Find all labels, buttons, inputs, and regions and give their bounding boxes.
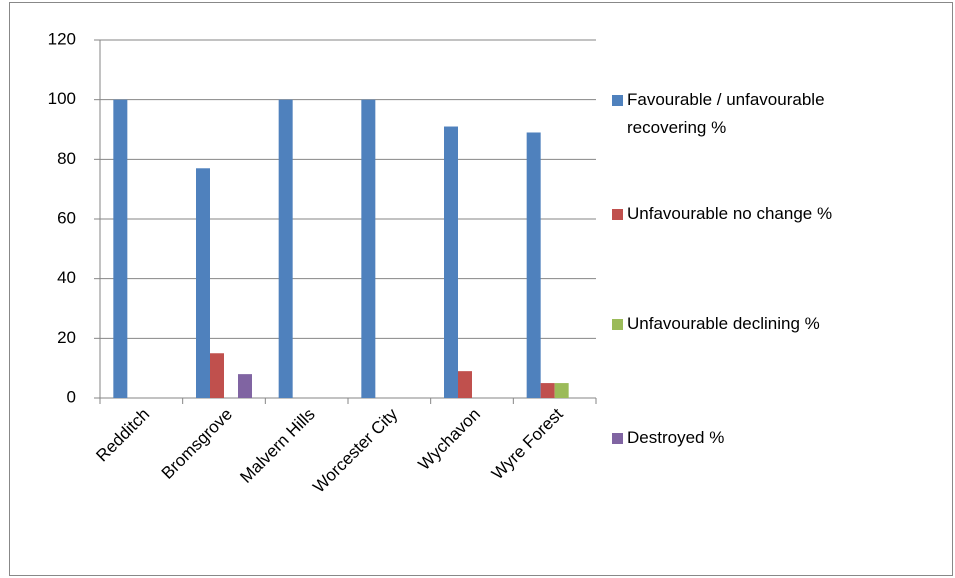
- legend-label: Unfavourable no change %: [627, 204, 833, 223]
- bar: [278, 99, 293, 399]
- bar: [113, 99, 128, 399]
- chart-border: [9, 2, 953, 576]
- bar: [196, 168, 210, 398]
- bar: [444, 126, 458, 399]
- bar: [238, 374, 252, 398]
- legend-swatch: [612, 209, 623, 220]
- bar: [526, 132, 541, 398]
- y-tick-label: 120: [48, 29, 76, 48]
- legend-item: Favourable / unfavourable recovering %: [612, 86, 942, 142]
- y-tick-label: 60: [57, 208, 76, 227]
- y-tick-label: 40: [57, 268, 76, 287]
- bar: [540, 383, 555, 398]
- bar: [554, 383, 569, 398]
- legend-item: Unfavourable declining %: [612, 310, 942, 338]
- y-tick-label: 100: [48, 89, 76, 108]
- bar: [458, 371, 472, 398]
- legend-item: Unfavourable no change %: [612, 200, 942, 228]
- legend-swatch: [612, 319, 623, 330]
- legend-swatch: [612, 95, 623, 106]
- legend-label: Unfavourable declining %: [627, 314, 820, 333]
- legend-item: Destroyed %: [612, 424, 942, 452]
- y-tick-label: 80: [57, 149, 76, 168]
- bar: [210, 353, 224, 398]
- y-tick-label: 0: [67, 387, 76, 406]
- bar: [361, 99, 376, 399]
- y-tick-label: 20: [57, 328, 76, 347]
- legend-swatch: [612, 433, 623, 444]
- legend-label: Destroyed %: [627, 428, 725, 447]
- legend-label: Favourable / unfavourable recovering %: [627, 90, 825, 137]
